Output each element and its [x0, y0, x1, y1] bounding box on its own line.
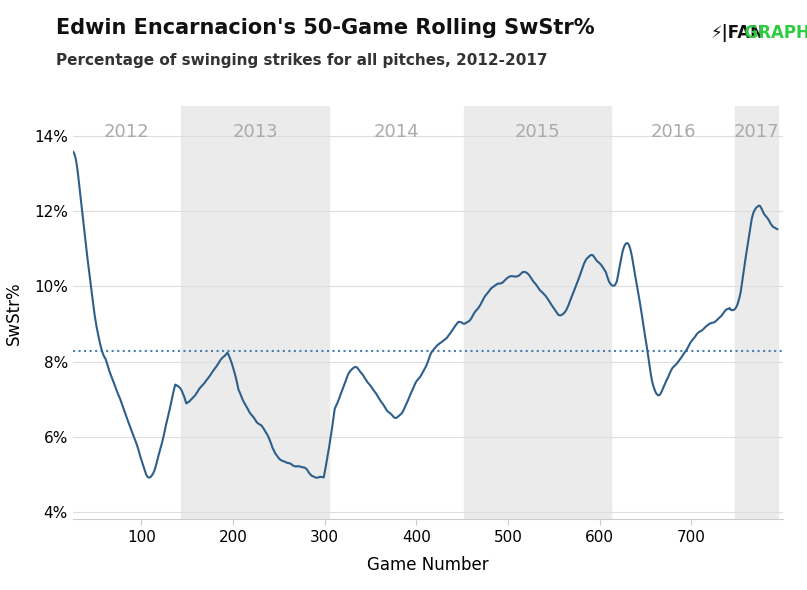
Text: 2014: 2014 [374, 123, 420, 141]
Bar [735, 106, 778, 519]
Bar [181, 106, 329, 519]
Text: Percentage of swinging strikes for all pitches, 2012-2017: Percentage of swinging strikes for all p… [56, 53, 548, 68]
Text: 2016: 2016 [650, 123, 696, 141]
Text: 2017: 2017 [734, 123, 780, 141]
Text: Edwin Encarnacion's 50-Game Rolling SwStr%: Edwin Encarnacion's 50-Game Rolling SwSt… [56, 18, 595, 38]
Text: 2013: 2013 [232, 123, 278, 141]
Text: GRAPHS: GRAPHS [710, 24, 807, 42]
Y-axis label: SwStr%: SwStr% [5, 281, 23, 345]
Text: ⚡|FAN: ⚡|FAN [710, 24, 764, 42]
Bar [464, 106, 612, 519]
Text: 2012: 2012 [104, 123, 149, 141]
X-axis label: Game Number: Game Number [367, 556, 488, 573]
Text: 2015: 2015 [515, 123, 561, 141]
